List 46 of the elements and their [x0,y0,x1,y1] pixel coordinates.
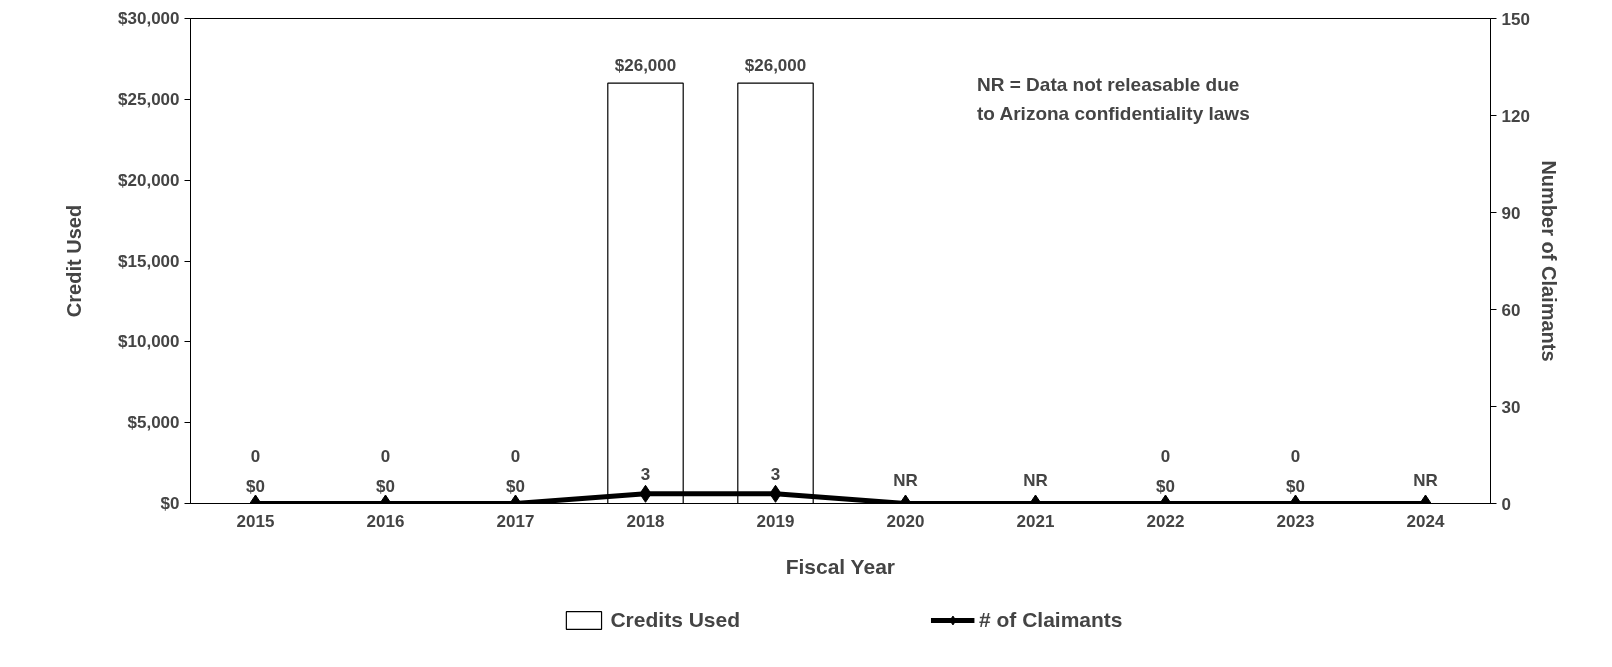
data-label: $26,000 [744,56,807,76]
x-tick-label: 2022 [1146,511,1185,531]
annotation: NR = Data not releasable due to Arizona confidentiality laws [977,74,1250,124]
x-tick-label: 2024 [1406,511,1445,531]
legend-label: # of Claimants [979,608,1123,632]
data-label: NR [893,470,918,490]
x-tick-label: 2016 [366,511,405,531]
y-tick-label: $5,000 [127,413,180,433]
y-tick-label: $15,000 [118,251,180,271]
y2-tick-label: 60 [1501,300,1521,320]
x-tick-label: 2019 [756,511,795,531]
y-tick-label: $30,000 [118,9,180,28]
y2-tick-label: 30 [1501,397,1521,417]
y2-tick-label: 0 [1501,494,1511,514]
y-tick-label: $0 [160,494,180,513]
data-label: 0 [1160,446,1171,466]
y2-tick-label: 150 [1501,9,1530,29]
data-label: NR [1413,470,1438,490]
data-label: $0 [246,476,265,496]
data-label: $0 [1286,476,1305,496]
data-label: 3 [640,464,651,484]
legend-label: Credits Used [610,608,740,632]
data-label: $0 [506,476,525,496]
x-tick-label: 2018 [626,511,665,531]
data-label: 0 [250,446,261,466]
data-label: 0 [1290,446,1301,466]
y-tick-label: $10,000 [118,332,180,352]
x-tick-label: 2020 [886,511,925,531]
x-axis-title: Fiscal Year [785,554,895,578]
x-tick-label: 2021 [1016,511,1055,531]
data-label: NR [1023,470,1048,490]
y-tick-label: $25,000 [118,89,180,109]
y-axis-title: Credit Used [63,204,86,318]
data-label: 3 [770,464,781,484]
data-label: $0 [376,476,395,496]
y2-axis-title: Number of Claimants [1537,160,1560,362]
data-label: 0 [510,446,521,466]
x-tick-label: 2023 [1276,511,1315,531]
x-tick-label: 2015 [236,511,275,531]
y2-tick-label: 90 [1501,203,1521,223]
y-tick-label: $20,000 [118,170,180,190]
data-label: $0 [1156,476,1175,496]
data-label: 0 [380,446,391,466]
y2-tick-label: 120 [1501,106,1530,126]
data-label: $26,000 [614,56,677,76]
x-tick-label: 2017 [496,511,535,531]
